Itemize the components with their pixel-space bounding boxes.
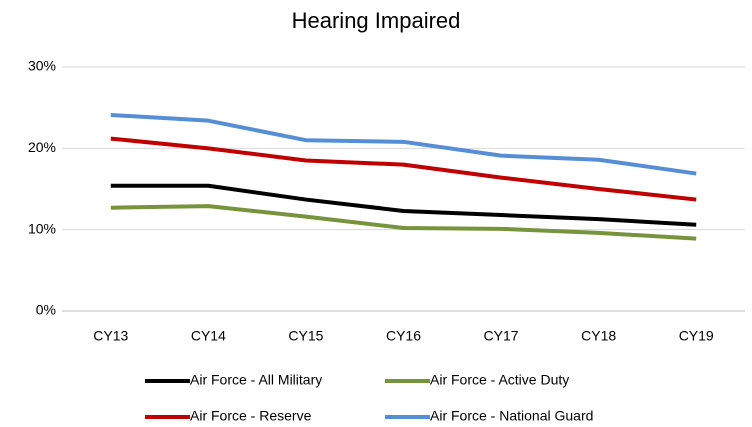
legend-label: Air Force - All Military: [190, 372, 322, 388]
y-tick-label: 10%: [28, 220, 56, 236]
line-series: [110, 136, 697, 202]
line-series: [110, 183, 697, 227]
line-series: [110, 112, 697, 176]
x-tick-label: CY17: [484, 328, 519, 344]
legend-label: Air Force - National Guard: [430, 408, 593, 424]
chart-title: Hearing Impaired: [292, 8, 461, 33]
x-tick-label: CY13: [93, 328, 128, 344]
y-tick-label: 0%: [36, 302, 56, 318]
y-tick-label: 20%: [28, 139, 56, 155]
x-tick-label: CY14: [191, 328, 226, 344]
x-tick-label: CY15: [288, 328, 323, 344]
x-tick-label: CY16: [386, 328, 421, 344]
x-tick-label: CY19: [679, 328, 714, 344]
legend-label: Air Force - Reserve: [190, 408, 312, 424]
line-series: [110, 204, 697, 241]
y-tick-label: 30%: [28, 58, 56, 74]
x-tick-label: CY18: [581, 328, 616, 344]
legend-label: Air Force - Active Duty: [430, 372, 569, 388]
